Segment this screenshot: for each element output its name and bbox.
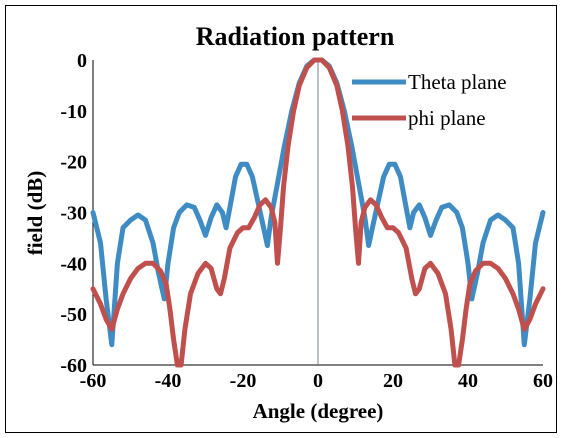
x-tick-label: -20 bbox=[230, 370, 257, 392]
legend-label: phi plane bbox=[408, 106, 486, 130]
chart-title: Radiation pattern bbox=[196, 22, 395, 51]
y-tick-label: -30 bbox=[60, 203, 87, 225]
x-tick-label: 0 bbox=[313, 370, 323, 392]
y-tick-label: -50 bbox=[60, 304, 87, 326]
plot-area: -60 -40 -20 0 20 40 60 0 -10 -20 -30 -40 -50 -60 Theta… bbox=[60, 50, 553, 392]
chart-frame bbox=[5, 5, 557, 433]
y-tick-label: -40 bbox=[60, 253, 87, 275]
y-tick-label: -60 bbox=[60, 355, 87, 377]
x-tick-label: 60 bbox=[533, 370, 553, 392]
x-axis-label: Angle (degree) bbox=[253, 399, 384, 423]
y-tick-label: -10 bbox=[60, 101, 87, 123]
y-tick-label: -20 bbox=[60, 152, 87, 174]
x-tick-label: 20 bbox=[383, 370, 403, 392]
legend-label: Theta plane bbox=[408, 70, 507, 94]
x-tick-label: 40 bbox=[458, 370, 478, 392]
y-tick-label: 0 bbox=[77, 50, 87, 72]
y-axis-label: field (dB) bbox=[23, 171, 47, 256]
x-tick-label: -40 bbox=[155, 370, 182, 392]
x-tick-label: -60 bbox=[80, 370, 107, 392]
series-line-phi-plane bbox=[90, 57, 546, 368]
